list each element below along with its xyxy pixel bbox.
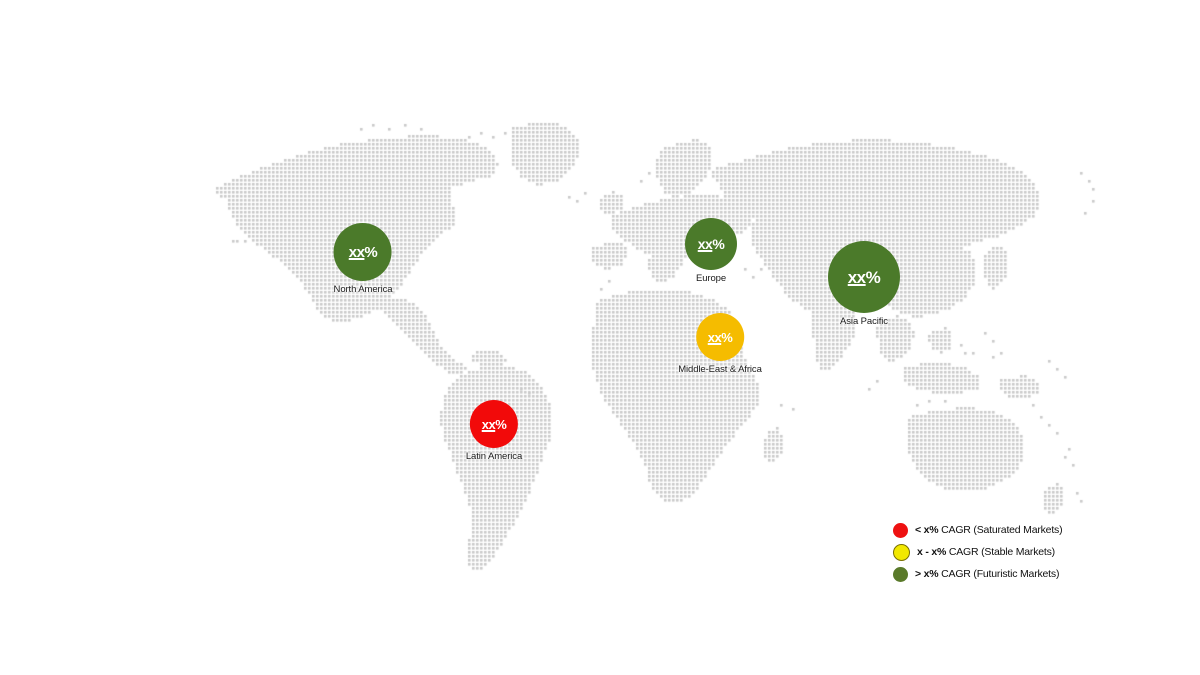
legend-label-futuristic: > x% CAGR (Futuristic Markets) bbox=[915, 568, 1059, 580]
legend-description: CAGR (Saturated Markets) bbox=[938, 524, 1063, 536]
bubble-value: xx% bbox=[482, 418, 507, 431]
bubble-value-percent: % bbox=[495, 416, 507, 432]
bubble-circle: xx% bbox=[828, 241, 900, 313]
legend-description: CAGR (Futuristic Markets) bbox=[938, 568, 1060, 580]
region-label: Latin America bbox=[465, 451, 523, 462]
bubble-value: xx% bbox=[848, 269, 881, 286]
bubble-value-digits: xx bbox=[348, 243, 365, 261]
region-bubble-latin-america[interactable]: xx% Latin America bbox=[466, 400, 522, 462]
legend-range: x - x% bbox=[917, 546, 947, 558]
bubble-value-percent: % bbox=[721, 329, 733, 345]
bubble-value-digits: xx bbox=[707, 329, 722, 345]
bubble-circle: xx% bbox=[695, 313, 744, 361]
region-bubble-europe[interactable]: xx% Europe bbox=[685, 218, 737, 284]
bubble-value: xx% bbox=[708, 331, 733, 344]
legend-item-stable[interactable]: x - x% CAGR (Stable Markets) bbox=[893, 541, 1062, 563]
legend-label-stable: x - x% CAGR (Stable Markets) bbox=[917, 546, 1055, 558]
legend: < x% CAGR (Saturated Markets) x - x% CAGR… bbox=[893, 519, 1063, 585]
bubble-value-digits: xx bbox=[847, 267, 866, 287]
bubble-value: xx% bbox=[349, 245, 378, 260]
legend-range: < x% bbox=[915, 524, 939, 536]
region-label: Middle-East & Africa bbox=[678, 364, 762, 375]
bubble-circle: xx% bbox=[333, 223, 392, 281]
legend-swatch-saturated bbox=[893, 522, 908, 538]
bubble-value-digits: xx bbox=[697, 236, 713, 252]
bubble-circle: xx% bbox=[469, 400, 518, 448]
region-bubble-asia-pacific[interactable]: xx% Asia Pacific bbox=[828, 241, 900, 327]
bubble-value: xx% bbox=[698, 237, 725, 251]
region-bubble-north-america[interactable]: xx% North America bbox=[334, 223, 393, 295]
legend-swatch-stable bbox=[893, 543, 910, 561]
region-label: Europe bbox=[695, 273, 727, 284]
legend-item-futuristic[interactable]: > x% CAGR (Futuristic Markets) bbox=[893, 563, 1062, 585]
bubble-value-percent: % bbox=[865, 267, 881, 287]
legend-item-saturated[interactable]: < x% CAGR (Saturated Markets) bbox=[893, 519, 1063, 541]
region-bubble-middle-east-africa[interactable]: xx% Middle-East & Africa bbox=[678, 313, 762, 375]
legend-description: CAGR (Stable Markets) bbox=[946, 546, 1055, 558]
legend-range: > x% bbox=[915, 568, 939, 580]
region-label: North America bbox=[333, 284, 393, 295]
region-label: Asia Pacific bbox=[840, 316, 888, 327]
legend-swatch-futuristic bbox=[893, 566, 908, 582]
bubble-value-percent: % bbox=[364, 243, 378, 261]
bubble-value-digits: xx bbox=[481, 416, 496, 432]
legend-label-saturated: < x% CAGR (Saturated Markets) bbox=[915, 524, 1063, 536]
bubble-circle: xx% bbox=[685, 218, 737, 270]
bubble-value-percent: % bbox=[712, 236, 725, 252]
